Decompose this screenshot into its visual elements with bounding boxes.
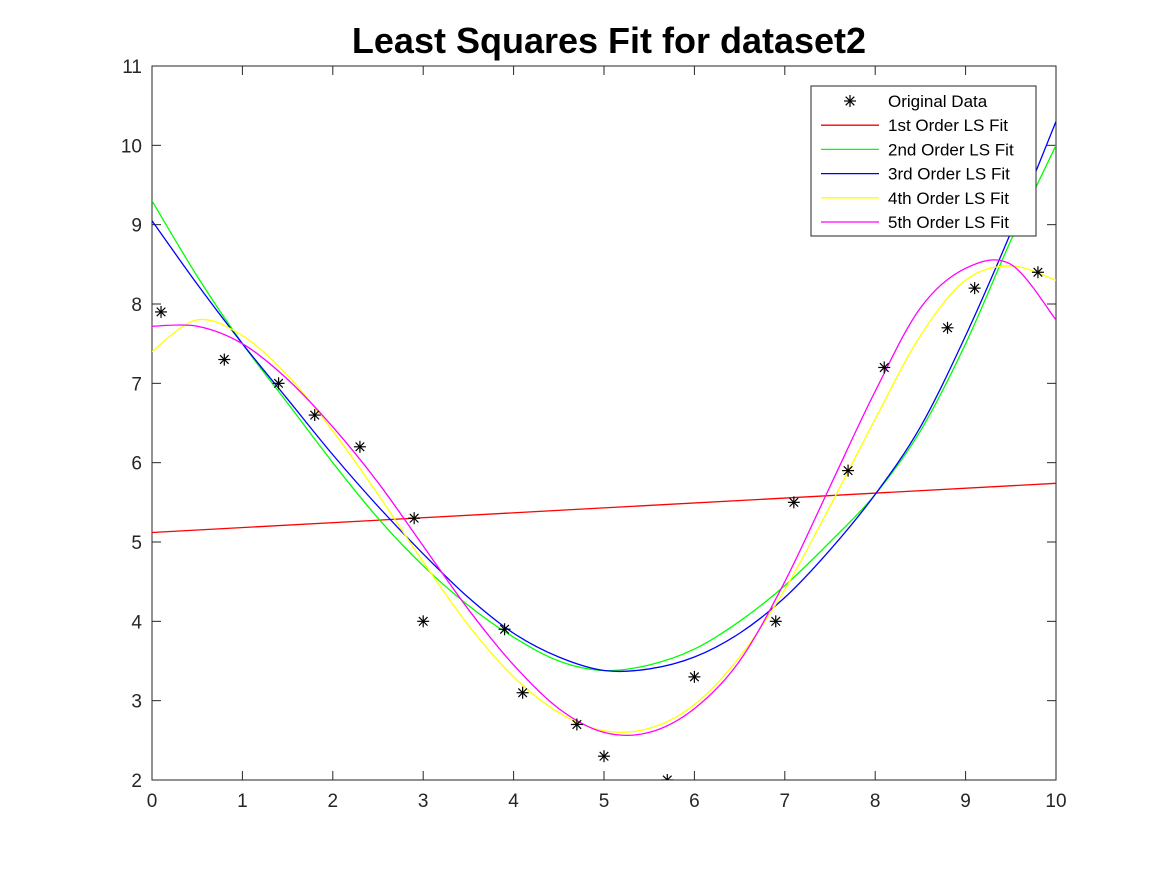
data-point: [769, 615, 782, 628]
y-tick-label: 2: [131, 771, 142, 792]
legend-item: Original Data: [844, 92, 988, 111]
x-tick-label: 5: [599, 791, 610, 812]
y-tick-label: 4: [131, 612, 142, 633]
y-tick-label: 10: [121, 136, 142, 157]
x-tick-label: 0: [147, 791, 158, 812]
data-point: [516, 686, 529, 699]
data-point: [787, 496, 800, 509]
data-point: [941, 321, 954, 334]
legend-item: 2nd Order LS Fit: [821, 140, 1014, 159]
data-point: [661, 774, 674, 780]
data-point: [408, 512, 421, 525]
series-line-1: [152, 482, 1056, 534]
y-tick-label: 6: [131, 454, 142, 475]
data-point: [417, 615, 430, 628]
data-point: [598, 750, 610, 763]
series-line-5: [152, 259, 1056, 737]
data-markers: [155, 266, 1044, 780]
data-point: [155, 305, 168, 318]
x-tick-label: 2: [328, 791, 339, 812]
legend-label: 2nd Order LS Fit: [888, 140, 1014, 159]
y-tick-label: 7: [131, 374, 142, 395]
legend-box: [810, 85, 1037, 237]
data-point: [688, 670, 701, 683]
x-tick-label: 3: [418, 791, 429, 812]
y-tick-label: 11: [122, 57, 142, 78]
legend-label: 4th Order LS Fit: [888, 189, 1009, 208]
legend-item: 1st Order LS Fit: [821, 116, 1008, 135]
data-point: [878, 361, 891, 374]
legend-swatch: [844, 95, 856, 107]
legend-label: 5th Order LS Fit: [888, 213, 1009, 232]
x-tick-label: 8: [870, 791, 881, 812]
x-tick-label: 1: [237, 791, 248, 812]
data-point: [498, 623, 511, 636]
data-point: [968, 282, 981, 295]
legend-label: Original Data: [888, 92, 988, 111]
legend: Original Data 1st Order LS Fit 2nd Order L…: [810, 85, 1037, 237]
y-tick-label: 3: [131, 692, 142, 713]
x-tick-label: 4: [508, 791, 519, 812]
legend-item: 3rd Order LS Fit: [821, 165, 1010, 184]
data-point: [842, 464, 855, 477]
y-tick-label: 5: [131, 533, 142, 554]
legend-item: 5th Order LS Fit: [821, 213, 1009, 232]
x-tick-label: 7: [780, 791, 791, 812]
y-tick-label: 9: [131, 216, 142, 237]
fit-lines: [152, 121, 1056, 737]
y-tick-label: 8: [131, 295, 142, 316]
legend-label: 1st Order LS Fit: [888, 116, 1008, 135]
data-point: [218, 353, 231, 366]
data-point: [1031, 266, 1044, 279]
data-point: [570, 718, 583, 731]
axes: 0 1 2 3 4 5 6 7 8 9 10 2 3 4 5 6 7 8 9 10 11: [121, 57, 1067, 812]
x-tick-label: 10: [1045, 791, 1066, 812]
x-tick-label: 9: [960, 791, 971, 812]
series-line-3: [152, 121, 1056, 673]
data-point: [272, 377, 285, 390]
data-point: [308, 409, 321, 422]
legend-item: 4th Order LS Fit: [821, 189, 1009, 208]
legend-label: 3rd Order LS Fit: [888, 165, 1010, 184]
data-point: [353, 440, 366, 453]
chart-title: Least Squares Fit for dataset2: [352, 20, 866, 61]
x-tick-label: 6: [689, 791, 700, 812]
